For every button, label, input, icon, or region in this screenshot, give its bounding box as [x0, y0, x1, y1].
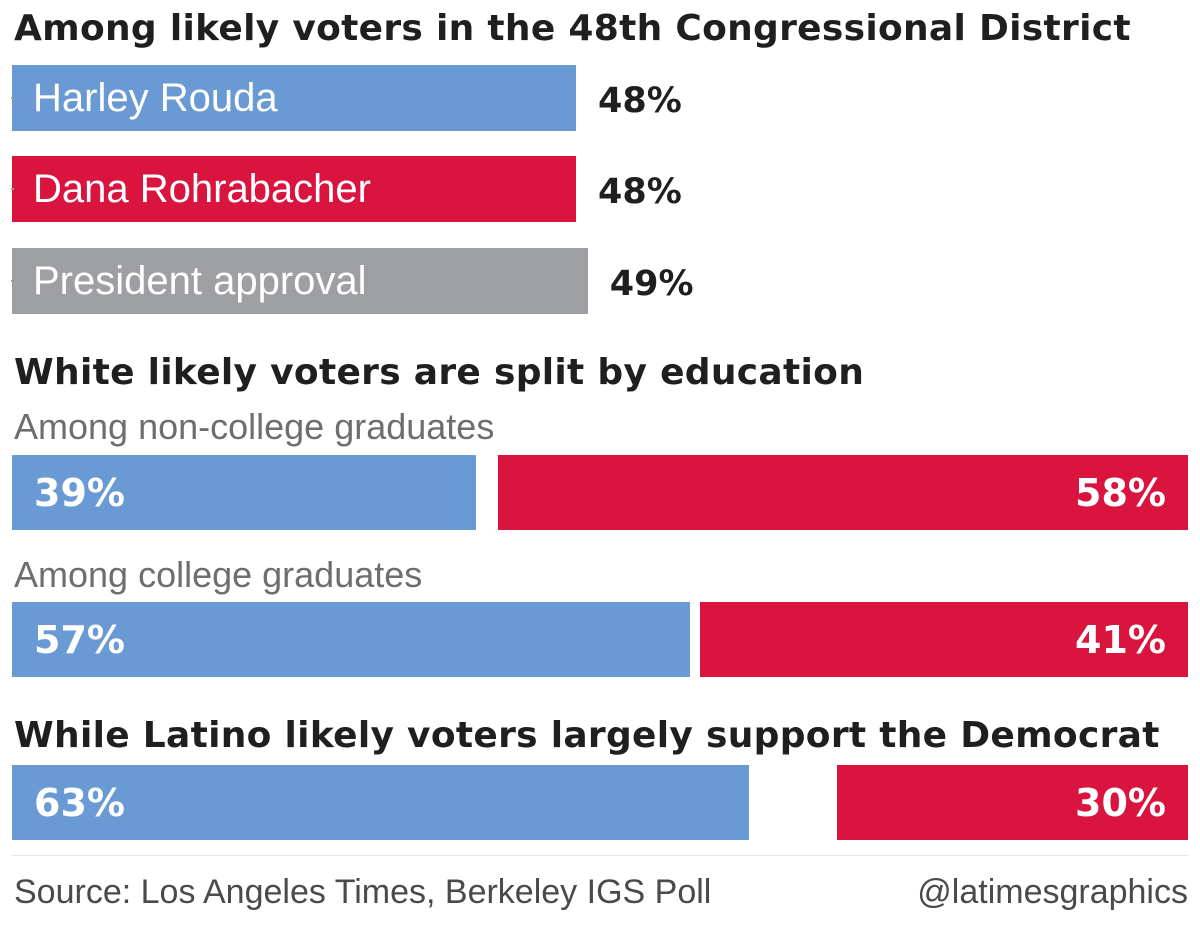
dana-rohrabacher-label: Dana Rohrabacher	[33, 167, 371, 211]
college-subheading: Among college graduates	[14, 554, 423, 595]
harley-rouda-value: 48%	[598, 81, 682, 121]
harley-rouda-tick	[11, 97, 14, 99]
source-text: Source: Los Angeles Times, Berkeley IGS …	[14, 873, 712, 911]
footer-rule	[12, 855, 1188, 856]
education-2-dem-bar	[12, 602, 691, 677]
latino-dem-value: 63%	[34, 780, 125, 825]
harley-rouda-label: Harley Rouda	[33, 76, 278, 120]
education-1-rep-bar	[497, 455, 1188, 530]
president-approval-value: 49%	[609, 264, 694, 304]
president-approval-tick	[11, 280, 14, 282]
latino-dem-bar	[12, 765, 750, 840]
dana-rohrabacher-value: 48%	[598, 172, 682, 212]
section3-heading: While Latino likely voters largely suppo…	[14, 715, 1160, 756]
latino-rep-value: 30%	[1075, 780, 1166, 825]
dana-rohrabacher-bar	[12, 156, 576, 222]
education-1-dem-bar	[12, 455, 477, 530]
education-1-dem-value: 39%	[34, 470, 125, 515]
credit-text: @latimesgraphics	[917, 873, 1188, 911]
section1-heading: Among likely voters in the 48th Congress…	[14, 8, 1131, 49]
harley-rouda-bar	[12, 65, 576, 131]
dana-rohrabacher-tick	[11, 188, 14, 190]
non-college-subheading: Among non-college graduates	[14, 406, 495, 447]
section2-heading: White likely voters are split by educati…	[14, 352, 865, 393]
education-2-rep-bar	[700, 602, 1188, 677]
education-2-dem-value: 57%	[34, 617, 125, 662]
education-1-rep-value: 58%	[1075, 470, 1166, 515]
president-approval-label: President approval	[33, 259, 367, 303]
education-2-rep-value: 41%	[1075, 617, 1166, 662]
president-approval-bar	[12, 248, 588, 314]
latino-rep-bar	[837, 765, 1188, 840]
